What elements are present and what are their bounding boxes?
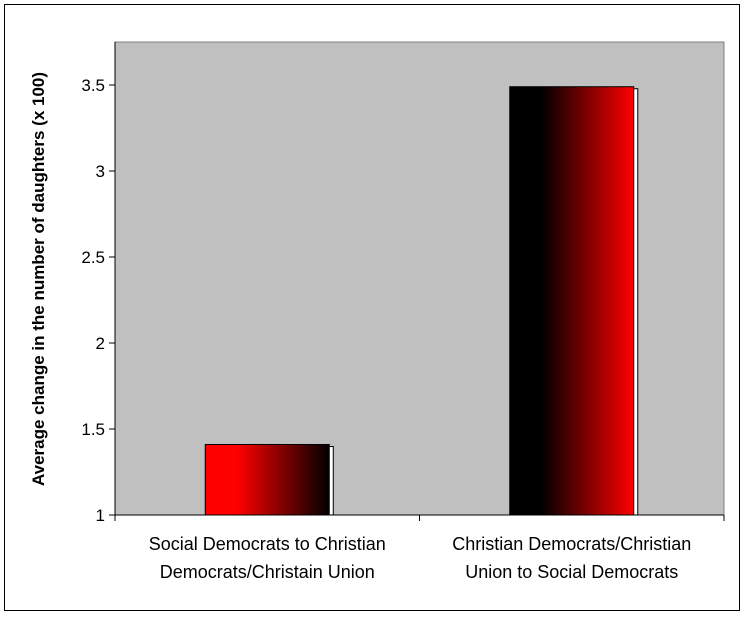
y-axis-label: Average change in the number of daughter… (29, 72, 48, 486)
y-tick-label: 1 (96, 506, 105, 525)
y-ticks: 1 1.5 2 2.5 3 3.5 (81, 76, 115, 525)
y-tick-label: 1.5 (81, 420, 105, 439)
y-tick-label: 3 (96, 162, 105, 181)
bar-1 (509, 86, 635, 516)
x-tick-label: Social Democrats to Christian Democrats/C… (149, 534, 386, 582)
bar-0 (204, 443, 330, 516)
x-ticks: Social Democrats to Christian Democrats/C… (114, 515, 725, 582)
y-tick-label: 2.5 (81, 248, 105, 267)
x-tick-label: Christian Democrats/Christian Union to So… (452, 534, 691, 582)
bars (204, 86, 639, 516)
y-tick-label: 2 (96, 334, 105, 353)
y-tick-label: 3.5 (81, 76, 105, 95)
